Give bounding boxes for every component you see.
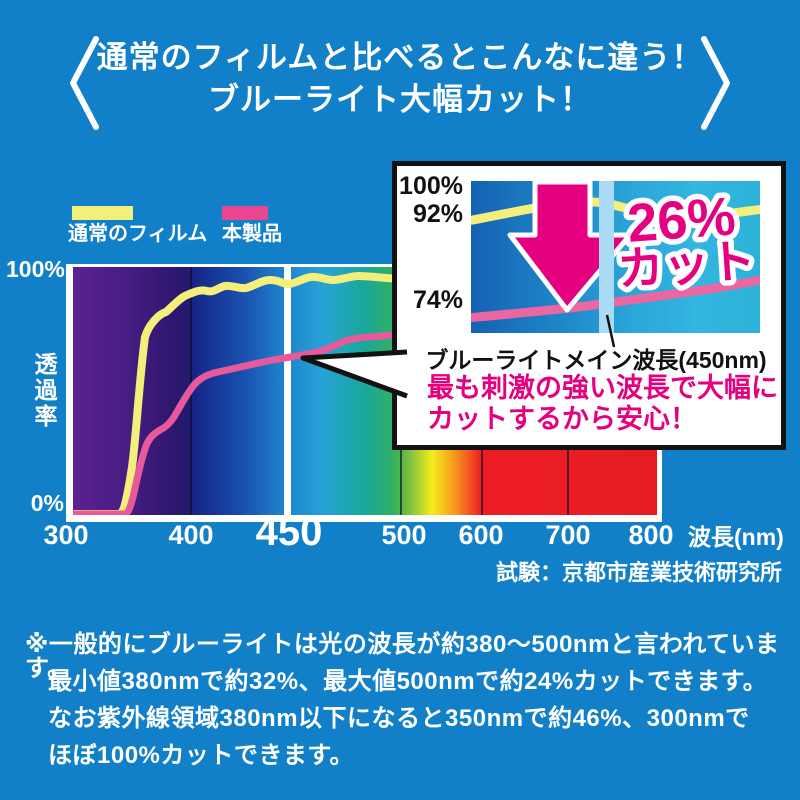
x-axis-unit: 波長(nm) <box>688 524 784 550</box>
zoom-inset-box: 100% 92% 74% 26% カット ブルーライトメイン波長(450nm) … <box>392 161 786 450</box>
curve-product <box>73 330 409 515</box>
inset-curves <box>471 181 760 323</box>
y-axis-max-label: 100% <box>6 256 65 282</box>
transmittance-curves <box>73 272 417 515</box>
header-title-line2: ブルーライト大幅カット！ <box>208 82 592 117</box>
callout-tail <box>300 349 408 399</box>
x-tick-800: 800 <box>628 520 674 550</box>
blue-light-wavelength-label: ブルーライトメイン波長(450nm) <box>425 347 767 373</box>
inset-label-74pct: 74% <box>412 286 463 314</box>
footnote-line3: なお紫外線領域380nm以下になると350nmで約46%、300nmで <box>48 705 750 732</box>
cut-down-arrow-icon <box>507 181 633 313</box>
footnote-line2: 最小値380nmで約32%、最大値500nmで約24%カットできます。 <box>48 668 768 695</box>
x-tick-450: 450 <box>255 510 323 554</box>
inset-curve-product <box>471 275 760 323</box>
footnote-line4: ほぼ100%カットできます。 <box>48 742 354 769</box>
curve-normal-film <box>73 272 417 515</box>
legend-label-normal-film: 通常のフィルム <box>68 223 208 245</box>
footnote-line1: ※一般的にブルーライトは光の波長が約380〜500nmと言われています。 <box>25 631 780 682</box>
left-chevron-icon <box>70 36 99 130</box>
inset-label-92pct: 92% <box>412 200 463 228</box>
inset-label-100pct: 100% <box>399 172 463 200</box>
inset-note-line2: カットするから安心！ <box>427 404 697 434</box>
legend-swatch-normal-film <box>72 206 133 220</box>
x-tick-300: 300 <box>43 520 89 550</box>
gridline-450nm-highlight <box>284 267 291 515</box>
right-chevron-icon <box>701 36 730 130</box>
legend-swatch-product <box>222 206 268 220</box>
y-axis-title: 透過率 <box>31 352 57 430</box>
x-tick-700: 700 <box>545 520 591 550</box>
legend-label-product: 本製品 <box>222 223 282 245</box>
test-source-credit: 試験：京都市産業技術研究所 <box>495 560 782 585</box>
x-tick-600: 600 <box>458 520 504 550</box>
inset-curve-normal-film <box>471 197 760 225</box>
x-tick-400: 400 <box>168 520 214 550</box>
y-axis-min-label: 0% <box>30 490 64 516</box>
inset-mini-chart <box>471 181 760 333</box>
450nm-highlight-band <box>599 181 614 333</box>
inset-note-line1: 最も刺激の強い波長で大幅に <box>427 373 778 403</box>
x-tick-500: 500 <box>381 520 427 550</box>
header-title-line1: 通常のフィルムと比べるとこんなに違う！ <box>96 40 704 75</box>
